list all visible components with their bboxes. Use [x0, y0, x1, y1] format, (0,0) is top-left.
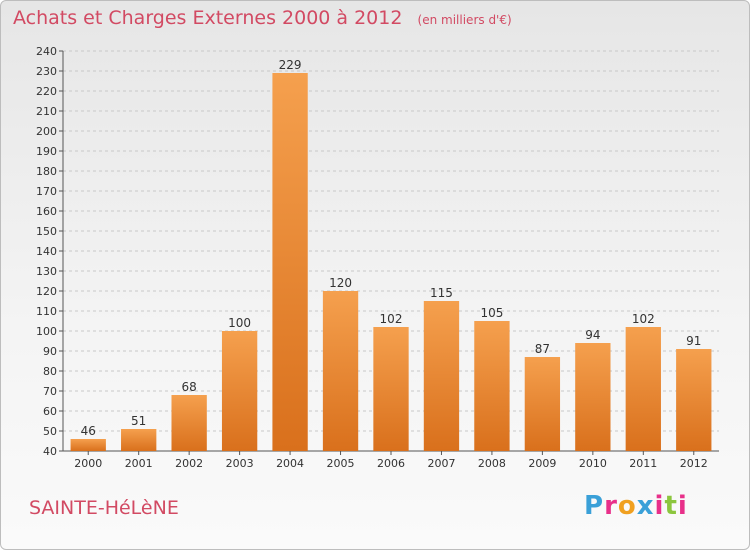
x-tick-label: 2007	[427, 457, 455, 470]
chart-subtitle: (en milliers d'€)	[417, 13, 512, 27]
commune-name: SAINTE-HéLèNE	[29, 497, 179, 519]
x-tick-label: 2006	[377, 457, 405, 470]
y-tick-label: 80	[43, 365, 57, 378]
bar	[474, 321, 510, 451]
x-tick-label: 2004	[276, 457, 304, 470]
x-tick-label: 2008	[478, 457, 506, 470]
y-tick-label: 180	[36, 165, 57, 178]
bar	[423, 301, 460, 451]
y-tick-label: 190	[36, 145, 57, 158]
value-label: 51	[131, 414, 146, 428]
value-label: 120	[329, 276, 352, 290]
bar	[625, 327, 661, 451]
value-label: 68	[182, 380, 197, 394]
y-tick-label: 170	[36, 185, 57, 198]
x-tick-label: 2001	[125, 457, 153, 470]
logo-letter: i	[677, 491, 688, 521]
bar	[171, 395, 207, 451]
y-tick-label: 130	[36, 265, 57, 278]
bar	[575, 343, 611, 451]
x-tick-label: 2009	[528, 457, 556, 470]
bars	[70, 73, 712, 451]
y-tick-label: 220	[36, 85, 57, 98]
y-tick-label: 230	[36, 65, 57, 78]
y-tick-label: 240	[36, 45, 57, 58]
y-tick-label: 100	[36, 325, 57, 338]
bar	[221, 331, 258, 451]
bar	[272, 73, 308, 451]
logo-letter: i	[654, 491, 665, 521]
value-label: 229	[279, 58, 302, 72]
y-tick-label: 50	[43, 425, 57, 438]
bar	[676, 349, 712, 451]
logo-letter: r	[604, 491, 618, 521]
bar	[322, 291, 359, 451]
value-label: 105	[480, 306, 503, 320]
bar	[121, 429, 157, 451]
logo-letter: o	[617, 491, 637, 521]
bar	[524, 357, 561, 451]
x-tick-label: 2005	[327, 457, 355, 470]
value-label: 87	[535, 342, 550, 356]
value-label: 102	[380, 312, 403, 326]
bar	[373, 327, 409, 451]
x-tick-label: 2002	[175, 457, 203, 470]
labels: 40 50 60 70 80 90 100 110 120 130 140 150 160 170 180 1…	[36, 45, 708, 470]
x-tick-label: 2000	[74, 457, 102, 470]
y-tick-label: 70	[43, 385, 57, 398]
y-tick-label: 150	[36, 225, 57, 238]
proxiti-logo[interactable]: Proxiti	[584, 491, 688, 521]
x-tick-label: 2011	[629, 457, 657, 470]
x-tick-label: 2003	[226, 457, 254, 470]
y-tick-label: 40	[43, 445, 57, 458]
y-tick-label: 210	[36, 105, 57, 118]
value-label: 115	[430, 286, 453, 300]
y-tick-label: 90	[43, 345, 57, 358]
logo-letter: P	[584, 491, 605, 521]
y-tick-label: 110	[36, 305, 57, 318]
value-label: 94	[585, 328, 600, 342]
title-row: Achats et Charges Externes 2000 à 2012 (…	[13, 7, 512, 29]
logo-letter: t	[664, 491, 678, 521]
y-tick-label: 60	[43, 405, 57, 418]
y-tick-label: 200	[36, 125, 57, 138]
y-tick-label: 120	[36, 285, 57, 298]
value-label: 91	[686, 334, 701, 348]
value-label: 46	[81, 424, 96, 438]
bar	[70, 439, 106, 451]
y-tick-label: 160	[36, 205, 57, 218]
value-label: 102	[632, 312, 655, 326]
logo-letter: x	[636, 491, 655, 521]
x-tick-label: 2012	[680, 457, 708, 470]
y-tick-label: 140	[36, 245, 57, 258]
x-tick-label: 2010	[579, 457, 607, 470]
value-label: 100	[228, 316, 251, 330]
chart-title: Achats et Charges Externes 2000 à 2012	[13, 7, 403, 29]
